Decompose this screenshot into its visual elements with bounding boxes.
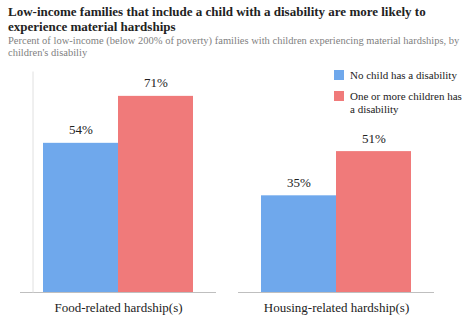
html-text:No child has a disability: No child has a disability <box>350 69 457 81</box>
svg-text:35%: 35% <box>287 175 311 190</box>
html-text:One or more children has a dis: One or more children has a disability <box>350 90 462 115</box>
svg-text:Food-related hardship(s): Food-related hardship(s) <box>54 300 182 315</box>
svg-text:71%: 71% <box>144 75 168 90</box>
html-text:Low-income families that inclu: Low-income families that include a child… <box>8 4 426 34</box>
svg-text:51%: 51% <box>362 131 386 146</box>
svg-text:Housing-related hardship(s): Housing-related hardship(s) <box>264 300 410 315</box>
svg-text:54%: 54% <box>69 122 93 137</box>
html-text:Percent of low-income (below 2: Percent of low-income (below 200% of pov… <box>8 35 460 58</box>
